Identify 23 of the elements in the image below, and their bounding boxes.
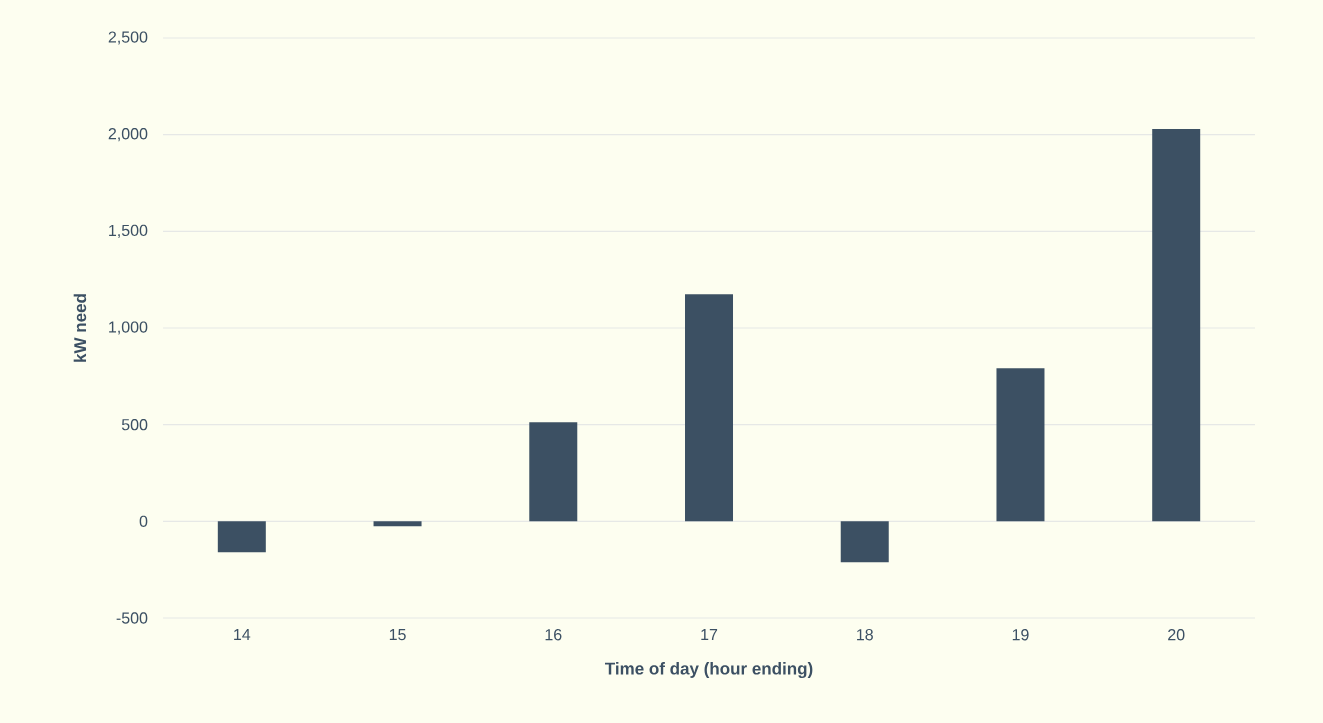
y-tick-label: 1,500 <box>109 224 148 238</box>
x-tick-label: 18 <box>857 629 873 641</box>
x-tick-label: 17 <box>701 629 718 641</box>
bar <box>529 422 578 522</box>
bar <box>840 521 889 563</box>
bar <box>217 521 266 553</box>
x-tick-label: 20 <box>1168 629 1185 641</box>
bar <box>996 368 1045 522</box>
bar <box>1152 129 1201 522</box>
x-tick-label: 16 <box>545 629 562 641</box>
x-tick-label: 19 <box>1012 629 1029 641</box>
x-tick-label: 14 <box>234 629 251 641</box>
y-tick-label: -500 <box>116 612 148 624</box>
bar <box>685 294 734 522</box>
x-tick-label: 15 <box>389 629 406 641</box>
y-tick-label: 2,000 <box>108 128 148 142</box>
y-tick-label: 2,500 <box>108 31 148 45</box>
y-tick-label: 500 <box>121 419 148 431</box>
x-axis-title: Time of day (hour ending) <box>605 662 813 679</box>
y-axis-title: kW need <box>73 294 87 362</box>
y-tick-label: 1,000 <box>109 321 148 335</box>
bar <box>373 521 422 527</box>
y-tick-label: 0 <box>139 515 148 527</box>
